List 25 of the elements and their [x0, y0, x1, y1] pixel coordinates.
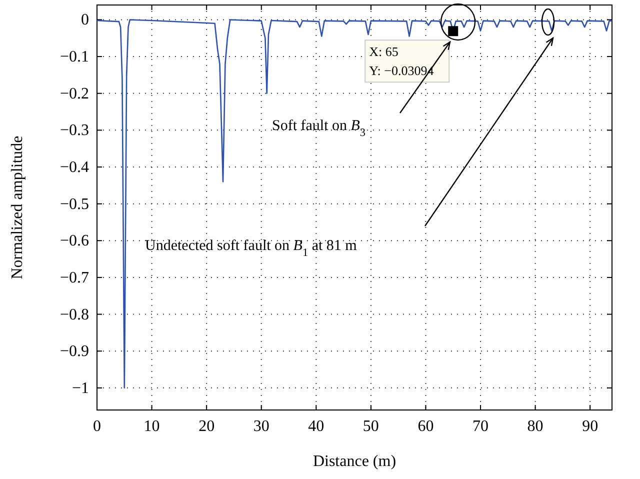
x-tick-label: 80 — [527, 418, 544, 435]
y-tick-label: −0.1 — [60, 48, 89, 66]
y-tick-label: −0.3 — [60, 122, 89, 140]
y-tick-label: −0.6 — [60, 232, 89, 250]
y-tick-label: 0 — [81, 12, 89, 29]
x-tick-label: 30 — [253, 418, 270, 435]
y-tick-label: −1 — [72, 380, 89, 397]
x-tick-label: 20 — [198, 418, 215, 435]
x-axis-title: Distance (m) — [312, 453, 396, 470]
y-tick-label: −0.5 — [60, 196, 89, 213]
x-tick-label: 40 — [308, 418, 324, 435]
x-tick-label: 60 — [418, 418, 434, 435]
x-tick-label: 50 — [362, 418, 379, 435]
y-tick-label: −0.2 — [60, 85, 89, 102]
y-tick-label: −0.8 — [60, 306, 89, 324]
x-tick-label: 10 — [144, 418, 160, 435]
annotation: Soft fault on B$_{3}$ — [272, 118, 366, 139]
x-tick-label: 90 — [582, 418, 598, 435]
x-tick-label: 0 — [93, 418, 101, 435]
annotation: Undetected soft fault on B$_{1}$ at 81 m — [145, 238, 358, 259]
y-tick-label: −0.9 — [60, 343, 89, 360]
x-tick-label: 70 — [472, 418, 489, 435]
y-tick-label: −0.4 — [60, 159, 89, 176]
y-tick-label: −0.7 — [60, 269, 89, 286]
y-axis-title: Normalized amplitude — [9, 136, 26, 280]
